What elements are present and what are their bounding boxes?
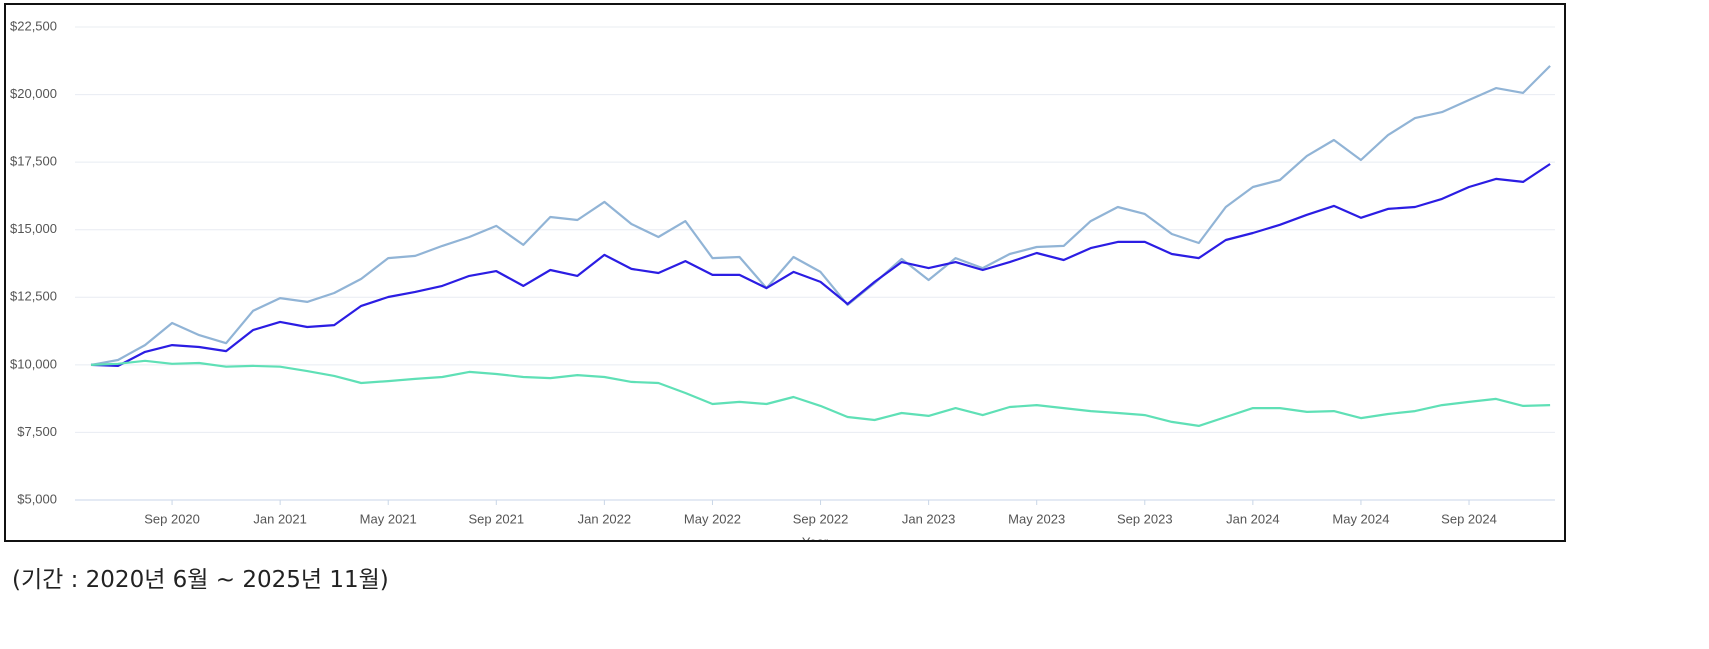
chart: $5,000 $7,500 $10,000 $12,500 $15,000 $17,500…	[4, 3, 1566, 545]
x-tick-label: Jan 2023	[902, 511, 956, 526]
x-tick-label: Sep 2023	[1117, 511, 1173, 526]
y-tick-label: $22,500	[10, 18, 57, 33]
x-tick-label: Sep 2021	[468, 511, 524, 526]
x-tick-label: Sep 2024	[1441, 511, 1497, 526]
x-tick-label: May 2022	[684, 511, 741, 526]
plot-area: $5,000 $7,500 $10,000 $12,500 $15,000 $17,500…	[10, 18, 1555, 545]
x-tick-label: Jan 2024	[1226, 511, 1280, 526]
y-tick-label: $10,000	[10, 356, 57, 371]
y-tick-label: $15,000	[10, 221, 57, 236]
y-tick-label: $5,000	[17, 491, 57, 506]
x-tick-label: Sep 2022	[793, 511, 849, 526]
caption: (기간 : 2020년 6월 ~ 2025년 11월)	[12, 567, 389, 593]
series-line	[90, 359, 1551, 427]
x-tick-label: May 2021	[360, 511, 417, 526]
y-tick-label: $20,000	[10, 86, 57, 101]
series-line	[90, 163, 1551, 367]
y-tick-label: $17,500	[10, 154, 57, 169]
x-tick-label: May 2024	[1332, 511, 1389, 526]
series-line	[90, 65, 1551, 366]
y-tick-label: $12,500	[10, 289, 57, 304]
chart-frame	[4, 3, 1566, 542]
y-tick-label: $7,500	[17, 424, 57, 439]
x-tick-label: Jan 2021	[253, 511, 307, 526]
x-tick-label: Sep 2020	[144, 511, 200, 526]
x-axis-label: Year	[802, 534, 829, 545]
x-tick-label: Jan 2022	[578, 511, 632, 526]
x-tick-label: May 2023	[1008, 511, 1065, 526]
